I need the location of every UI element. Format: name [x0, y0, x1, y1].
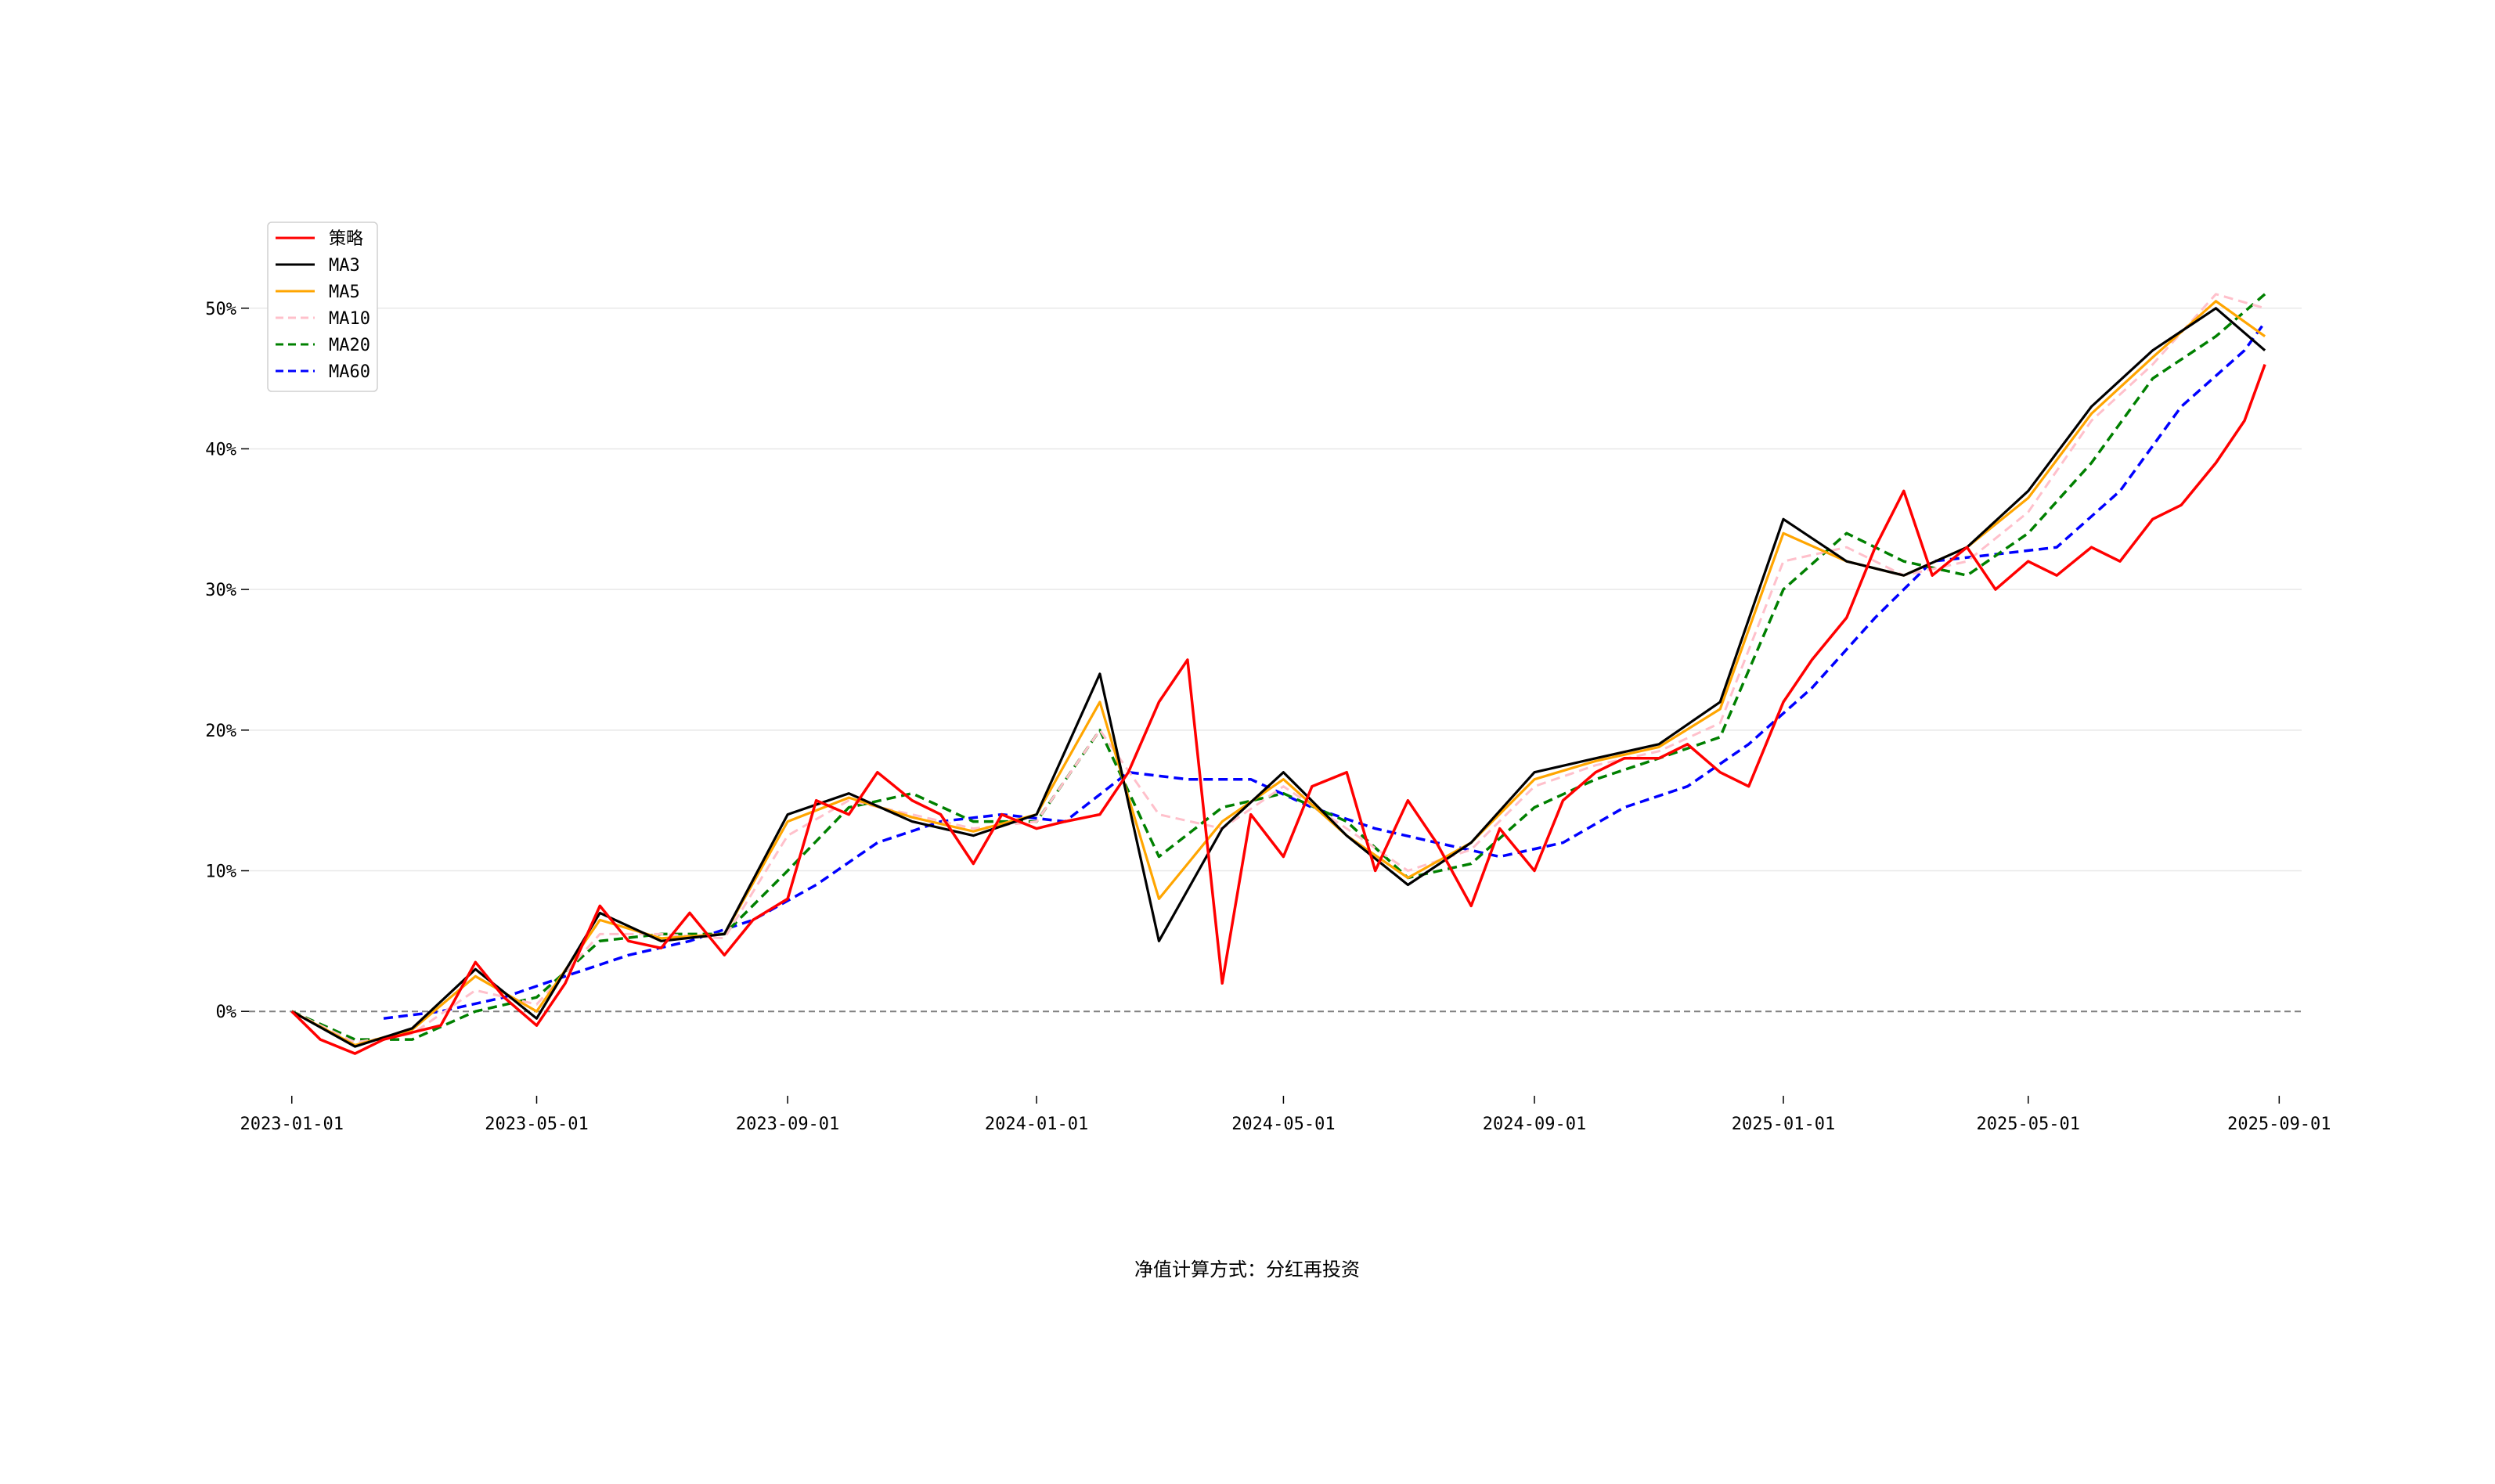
legend-label: MA10: [329, 309, 370, 329]
legend-label: MA60: [329, 362, 370, 382]
series-lines: [290, 293, 2266, 1055]
x-tick-label: 2025-05-01: [1977, 1115, 2080, 1134]
series-line-ma3: [290, 307, 2266, 1048]
series-line-strategy: [290, 364, 2266, 1055]
x-axis-ticks: 2023-01-01 2023-05-01 2023-09-01 2024-01-01…: [240, 1096, 2331, 1134]
x-tick-label: 2023-05-01: [485, 1115, 588, 1134]
legend-label: MA20: [329, 336, 370, 355]
x-tick-label: 2024-09-01: [1483, 1115, 1586, 1134]
y-tick-label: 50%: [205, 300, 236, 319]
y-tick-label: 30%: [205, 581, 236, 600]
series-line-ma60: [383, 321, 2266, 1020]
legend-label: MA3: [329, 256, 360, 276]
y-tick-label: 20%: [205, 722, 236, 741]
y-axis-ticks: 0% 10% 20% 30% 40% 50%: [205, 300, 249, 1022]
x-tick-label: 2024-05-01: [1231, 1115, 1335, 1134]
x-tick-label: 2023-01-01: [240, 1115, 344, 1134]
y-tick-label: 0%: [216, 1003, 237, 1022]
series-line-ma20: [290, 293, 2266, 1041]
x-tick-label: 2025-09-01: [2227, 1115, 2331, 1134]
legend: 策略 MA3 MA5 MA10 MA20 MA60: [267, 222, 378, 392]
x-tick-label: 2025-01-01: [1732, 1115, 1835, 1134]
y-tick-label: 40%: [205, 440, 236, 459]
legend-label: 策略: [329, 229, 363, 249]
footnote-text: 净值计算方式：分红再投资: [1134, 1259, 1360, 1280]
y-tick-label: 10%: [205, 863, 236, 882]
x-tick-label: 2023-09-01: [736, 1115, 839, 1134]
grid-lines: [249, 308, 2302, 872]
x-tick-label: 2024-01-01: [985, 1115, 1088, 1134]
legend-label: MA5: [329, 283, 360, 302]
